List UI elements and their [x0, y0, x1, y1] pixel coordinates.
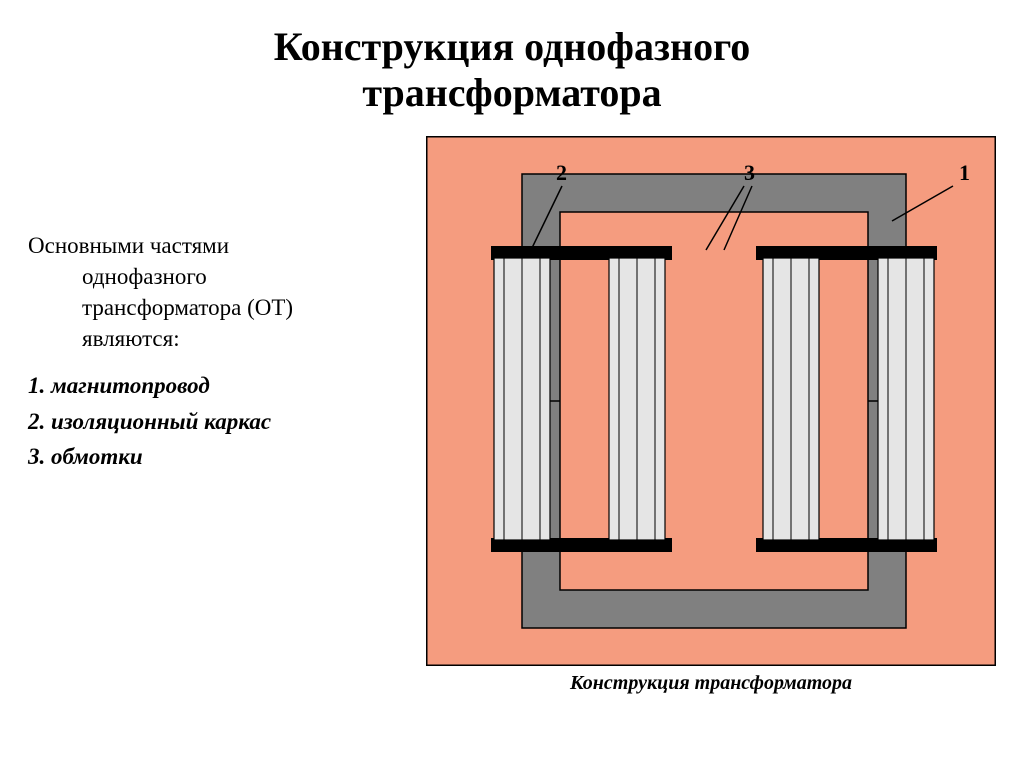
list-item: 2. изоляционный каркас	[28, 404, 398, 440]
transformer-diagram: 1 2 3	[426, 136, 996, 666]
page-title: Конструкция однофазного трансформатора	[0, 0, 1024, 116]
item-list: 1. магнитопровод 2. изоляционный каркас …	[28, 368, 398, 475]
svg-text:2: 2	[556, 160, 567, 185]
svg-text:3: 3	[744, 160, 755, 185]
title-line2: трансформатора	[362, 70, 661, 115]
figure-wrap: 1 2 3 Конструкция трансформатора	[426, 136, 996, 695]
intro-first: Основными частями	[28, 233, 229, 258]
intro-l4: являются:	[28, 323, 398, 354]
intro-l3: трансформатора (ОТ)	[28, 292, 398, 323]
content-area: Основными частями однофазного трансформа…	[0, 190, 1024, 750]
svg-text:1: 1	[959, 160, 970, 185]
text-column: Основными частями однофазного трансформа…	[28, 230, 398, 475]
list-item: 3. обмотки	[28, 439, 398, 475]
list-item: 1. магнитопровод	[28, 368, 398, 404]
intro-text: Основными частями однофазного трансформа…	[28, 230, 398, 354]
intro-l2: однофазного	[28, 261, 398, 292]
figure-caption: Конструкция трансформатора	[426, 672, 996, 695]
title-line1: Конструкция однофазного	[274, 24, 751, 69]
